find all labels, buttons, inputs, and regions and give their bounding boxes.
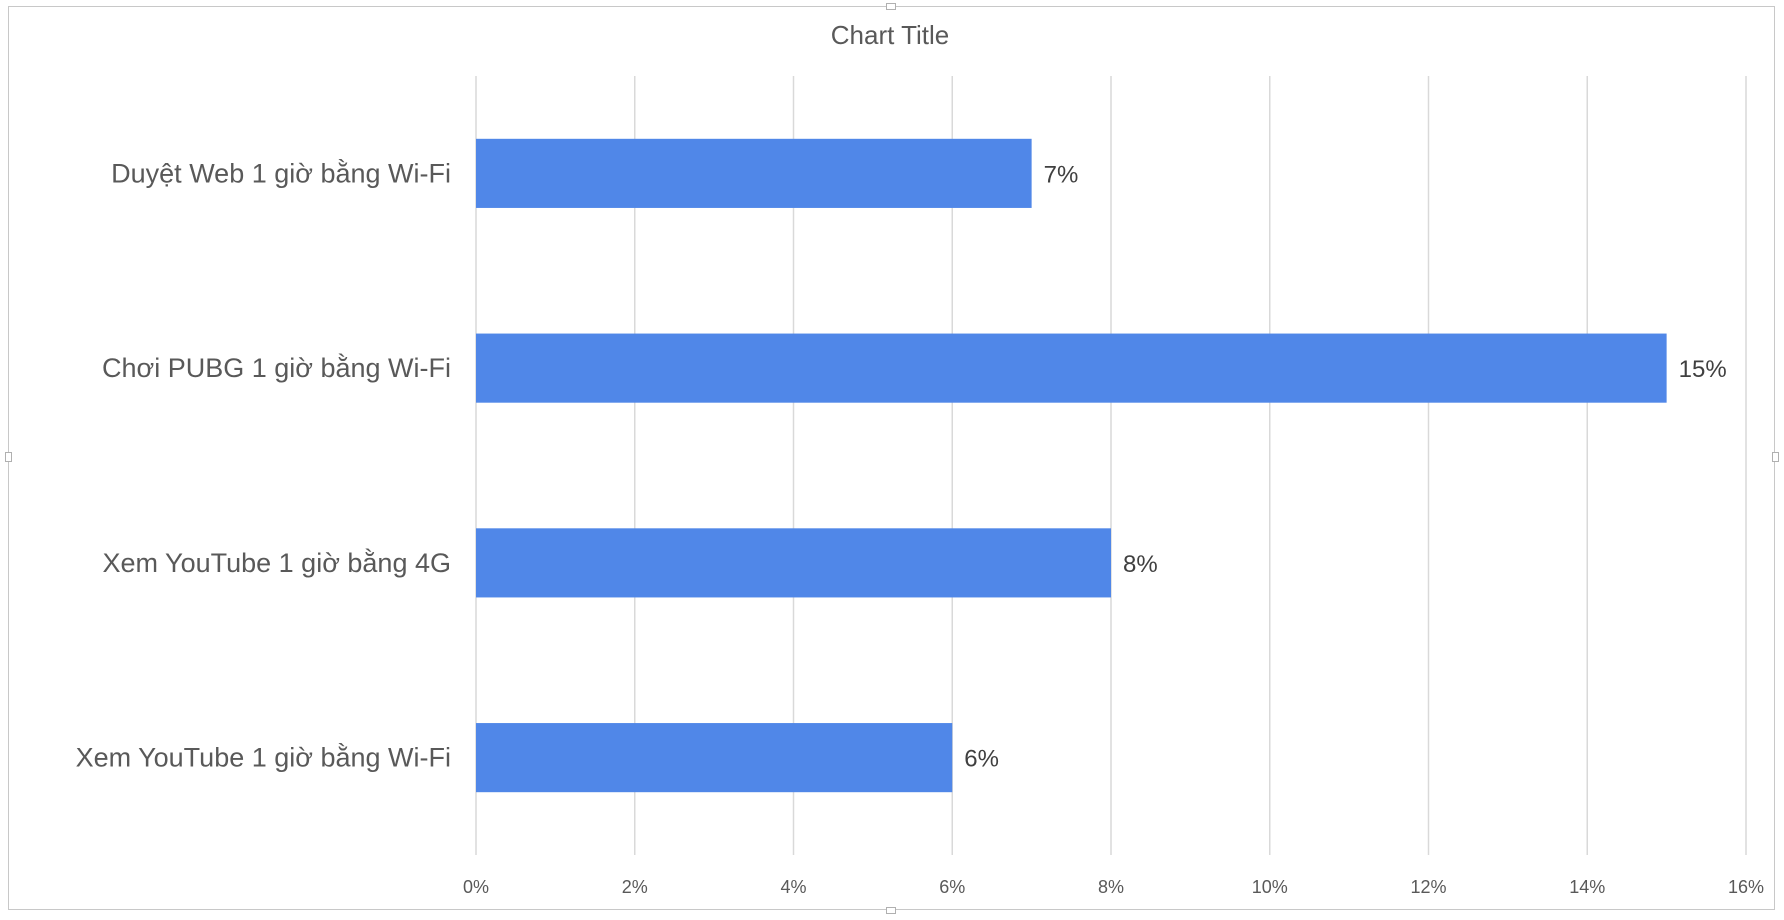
resize-handle-left[interactable] xyxy=(5,452,12,462)
data-label: 6% xyxy=(964,746,999,773)
bars: 7% 15% 8% 6% xyxy=(476,138,1727,793)
resize-handle-right[interactable] xyxy=(1772,452,1779,462)
bar[interactable] xyxy=(476,333,1667,403)
data-label: 15% xyxy=(1679,356,1727,383)
data-label: 8% xyxy=(1123,551,1158,578)
bar[interactable] xyxy=(476,138,1032,208)
x-tick-label: 16% xyxy=(1728,877,1764,897)
category-axis: Duyệt Web 1 giờ bằng Wi-Fi Chơi PUBG 1 gi… xyxy=(76,157,451,772)
x-tick-label: 4% xyxy=(780,877,806,897)
category-label: Xem YouTube 1 giờ bằng Wi-Fi xyxy=(76,742,451,773)
bar[interactable] xyxy=(476,723,953,793)
x-tick-label: 14% xyxy=(1569,877,1605,897)
bar[interactable] xyxy=(476,528,1111,598)
x-tick-label: 0% xyxy=(463,877,489,897)
category-label: Xem YouTube 1 giờ bằng 4G xyxy=(103,547,451,578)
category-label: Chơi PUBG 1 giờ bằng Wi-Fi xyxy=(102,352,451,383)
category-label: Duyệt Web 1 giờ bằng Wi-Fi xyxy=(111,157,451,188)
x-tick-label: 2% xyxy=(622,877,648,897)
resize-handle-bottom[interactable] xyxy=(886,907,896,914)
value-axis: 0% 2% 4% 6% 8% 10% 12% 14% 16% xyxy=(463,877,1764,897)
x-tick-label: 12% xyxy=(1410,877,1446,897)
x-tick-label: 10% xyxy=(1252,877,1288,897)
chart-title[interactable]: Chart Title xyxy=(831,20,950,50)
resize-handle-top[interactable] xyxy=(886,3,896,10)
x-tick-label: 8% xyxy=(1098,877,1124,897)
x-tick-label: 6% xyxy=(939,877,965,897)
data-label: 7% xyxy=(1044,161,1079,188)
